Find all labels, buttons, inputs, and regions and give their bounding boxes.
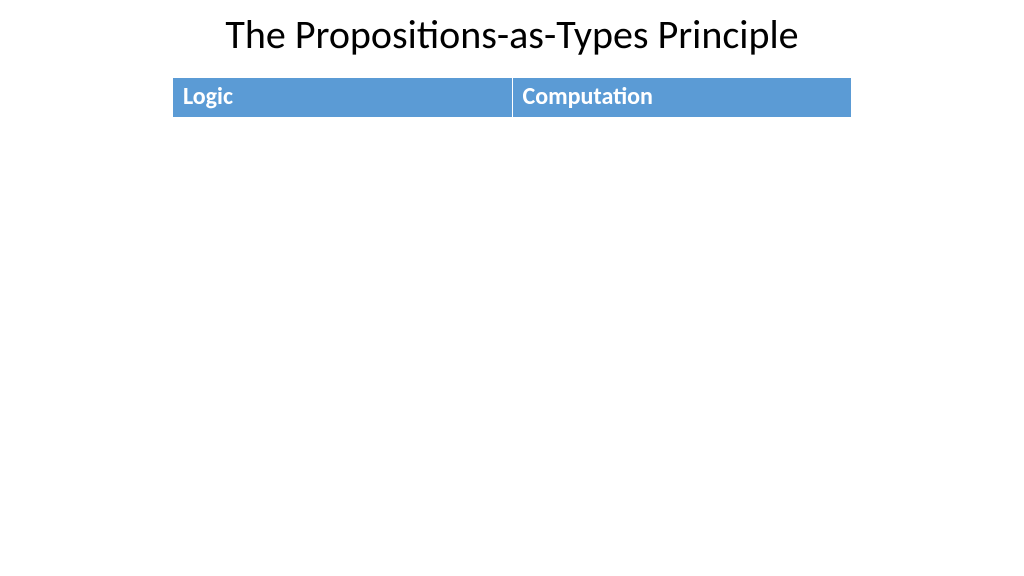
page-title: The Propositions-as-Types Principle	[0, 10, 1024, 59]
table-container: Logic Computation	[0, 77, 1024, 118]
table-header-row: Logic Computation	[173, 78, 852, 118]
col-header-logic: Logic	[173, 78, 513, 118]
slide: The Propositions-as-Types Principle Logi…	[0, 0, 1024, 576]
col-header-computation: Computation	[512, 78, 852, 118]
comparison-table: Logic Computation	[172, 77, 852, 118]
